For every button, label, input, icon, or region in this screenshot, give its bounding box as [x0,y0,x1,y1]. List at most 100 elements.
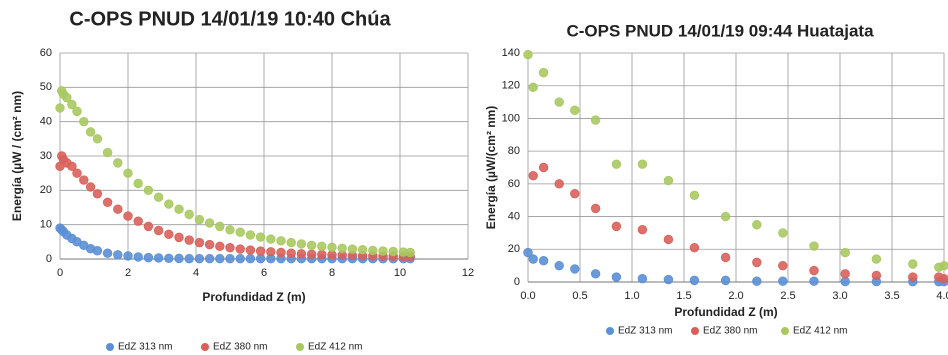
data-point [840,247,850,258]
data-point [215,253,225,264]
data-point [133,252,143,262]
data-point [92,189,103,199]
data-point [92,246,103,256]
data-point [235,244,245,254]
data-point [225,242,235,253]
x-tick-label: 4 [193,267,199,279]
data-point [554,179,564,189]
y-tick-label: 60 [40,47,52,59]
data-point [123,168,133,178]
data-point [523,247,533,258]
x-tick-label: 0.0 [520,290,535,302]
data-point [235,253,245,264]
data-point [637,274,648,284]
data-point [102,197,113,208]
data-point [123,251,133,261]
data-point [871,270,882,281]
data-point [79,175,89,185]
data-point [528,82,538,93]
data-point [184,253,194,264]
data-point [689,190,700,201]
data-point [153,225,164,236]
data-point [368,245,378,256]
data-point [225,225,235,235]
x-tick-label: 0 [57,267,63,279]
y-tick-label: 120 [502,80,520,92]
x-tick-label: 2.0 [728,290,743,302]
legend-label: EdZ 380 nm [703,326,757,337]
data-point [778,228,788,238]
data-point [113,158,123,168]
data-point [611,159,622,169]
data-point [85,182,96,192]
data-point [939,274,948,284]
data-point [194,214,205,225]
data-point [194,237,205,248]
data-point [538,162,549,173]
data-point [123,211,133,221]
data-point [528,170,538,181]
x-tick-label: 3.5 [884,290,899,302]
data-point [752,276,762,286]
data-point [72,106,82,117]
data-point [143,252,154,263]
data-point [570,188,580,199]
data-point [840,269,850,279]
data-point [113,250,123,260]
data-point [809,241,819,251]
data-point [720,275,731,286]
legend-label: EdZ 412 nm [308,342,362,353]
legend-marker [606,327,614,335]
data-point [266,247,276,257]
y-tick-label: 40 [40,116,52,128]
data-point [143,221,154,232]
data-point [164,229,174,239]
data-point [92,134,103,144]
data-point [590,203,601,214]
data-point [939,260,948,271]
legend-marker [296,343,304,351]
data-point [174,253,184,264]
data-point [62,92,72,103]
data-point [554,97,564,107]
x-tick-label: 2.5 [780,290,795,302]
x-tick-label: 3.0 [832,290,847,302]
legend-marker [106,343,114,351]
data-point [538,67,549,78]
data-point [611,272,622,282]
data-point [720,252,731,263]
data-point [215,241,225,251]
data-point [778,276,788,286]
data-point [255,246,266,256]
data-point [245,245,256,255]
data-point [663,175,674,186]
data-point [689,275,700,286]
x-tick-label: 0.5 [572,290,587,302]
x-tick-label: 1.5 [676,290,691,302]
data-point [611,221,622,232]
data-point [590,115,601,125]
data-point [306,249,317,259]
y-tick-label: 140 [502,47,520,59]
legend-label: EdZ 313 nm [118,342,172,353]
data-point [102,248,113,258]
data-point [174,232,184,243]
data-point [102,147,113,158]
y-axis-label: Energía (µW/(cm² nm) [484,106,498,230]
data-point [72,168,82,178]
x-axis-label: Profundidad Z (m) [202,290,305,304]
data-point [317,241,327,251]
data-point [809,276,819,286]
legend-label: EdZ 412 nm [793,326,847,337]
x-tick-label: 2 [125,267,131,279]
data-point [55,103,65,113]
data-point [255,232,266,242]
y-axis-label: Energía (µW / (cm² nm) [10,91,24,221]
data-point [143,185,154,196]
data-point [388,246,398,257]
data-point [327,242,337,253]
data-point [225,253,235,264]
chart-title: C-OPS PNUD 14/01/19 09:44 Huatajata [566,21,874,40]
data-point [194,253,205,264]
